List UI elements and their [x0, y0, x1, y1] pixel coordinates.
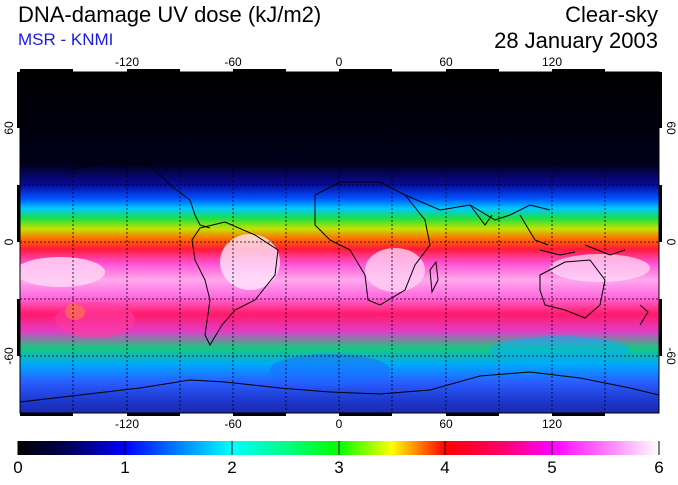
colorbar-label-0: 0: [13, 458, 23, 477]
colorbar-label-3: 3: [334, 458, 344, 477]
lon-label-bottom-3: 0: [336, 417, 343, 431]
lon-label-top-3: 0: [336, 55, 343, 69]
lon-label-bottom-5: 120: [542, 417, 562, 431]
lat-label-right-2: 0: [664, 239, 678, 246]
lat-label-right-1: 60: [664, 121, 678, 135]
colorbar-label-1: 1: [120, 458, 130, 477]
lon-label-top-2: -60: [224, 55, 242, 69]
colorbar: [17, 441, 660, 455]
date-label: 28 January 2003: [494, 28, 658, 53]
lat-label-left-2: 0: [2, 238, 16, 245]
colorbar-label-2: 2: [227, 458, 237, 477]
lat-label-left-3: -60: [2, 347, 16, 365]
colorbar-label-6: 6: [654, 458, 664, 477]
lon-label-top-5: 120: [542, 55, 562, 69]
colorbar-label-4: 4: [440, 458, 450, 477]
colorbar-label-5: 5: [547, 458, 557, 477]
sky-condition-label: Clear-sky: [565, 2, 658, 27]
lon-label-bottom-4: 60: [439, 417, 453, 431]
lon-label-bottom-1: -120: [115, 417, 139, 431]
lat-label-right-3: -60: [664, 347, 678, 365]
lon-label-top-4: 60: [439, 55, 453, 69]
lon-label-top-1: -120: [115, 55, 139, 69]
map-title: DNA-damage UV dose (kJ/m2): [18, 2, 322, 27]
lat-label-left-1: 60: [2, 121, 16, 135]
lon-label-bottom-2: -60: [224, 417, 242, 431]
data-source-label: MSR - KNMI: [18, 30, 114, 49]
